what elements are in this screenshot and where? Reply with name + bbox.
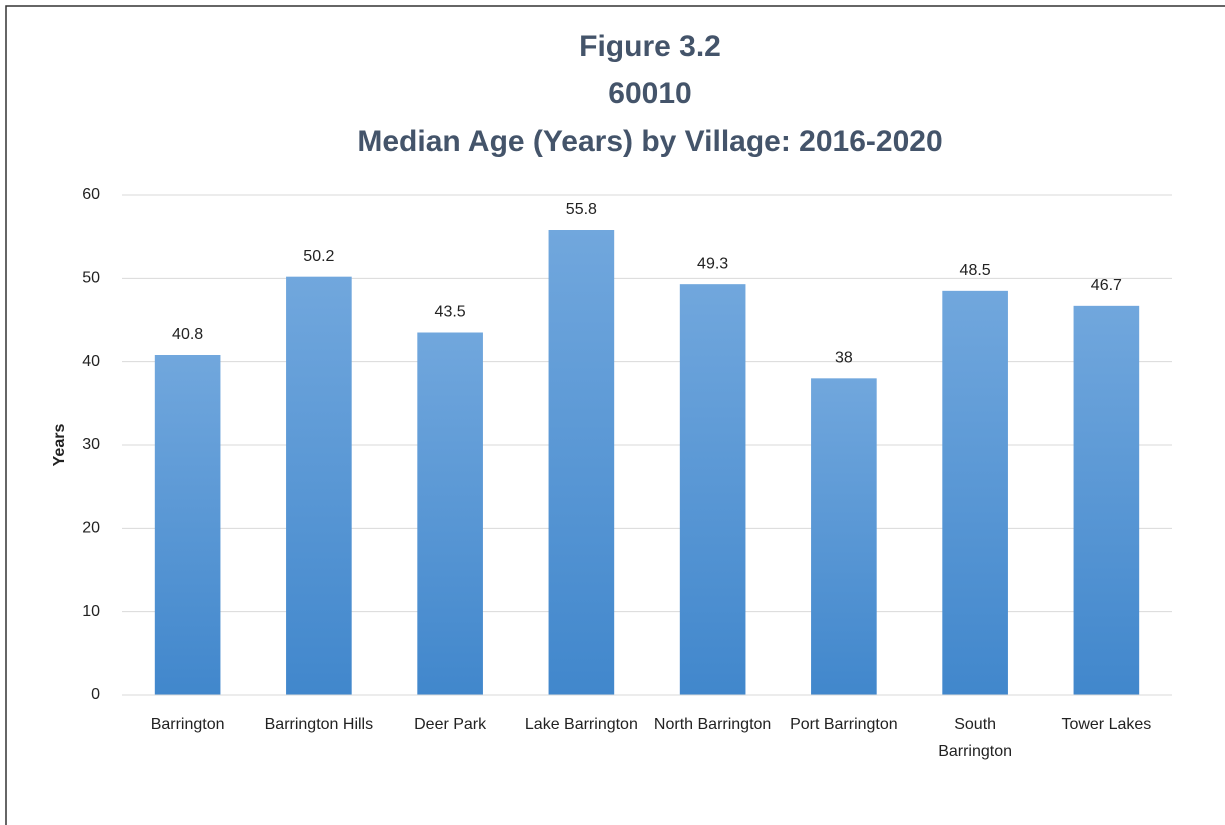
data-label: 48.5 (960, 262, 991, 279)
x-tick-label: Deer Park (414, 716, 487, 733)
x-tick-label: South Barrington (938, 716, 1013, 760)
y-tick-label: 60 (82, 186, 100, 203)
x-tick-label: Port Barrington (790, 716, 898, 733)
y-tick-label: 40 (82, 353, 100, 370)
y-tick-label: 10 (82, 603, 100, 620)
data-label: 43.5 (435, 304, 466, 321)
bar (286, 276, 352, 695)
frame (5, 5, 1225, 825)
bar (154, 355, 221, 695)
data-label: 40.8 (172, 326, 203, 343)
y-axis-label: Years (51, 424, 68, 467)
data-label: 55.8 (566, 201, 597, 218)
x-tick-label: Barrington (150, 716, 225, 733)
bar (942, 290, 1008, 695)
data-label: 38 (835, 350, 853, 367)
x-tick-label: Lake Barrington (524, 716, 638, 733)
data-label: 49.3 (697, 255, 728, 272)
chart-title: Figure 3.2 (579, 30, 721, 63)
y-tick-label: 50 (82, 270, 100, 287)
bar (679, 284, 746, 695)
x-tick-label: North Barrington (653, 716, 772, 733)
x-tick-label: Tower Lakes (1061, 716, 1152, 733)
y-tick-label: 20 (82, 520, 100, 537)
x-tick-label: Barrington Hills (264, 716, 374, 733)
chart-title: 60010 (608, 77, 691, 110)
data-label: 50.2 (303, 248, 334, 265)
y-tick-label: 30 (82, 436, 100, 453)
bar (548, 230, 615, 695)
data-label: 46.7 (1091, 277, 1122, 294)
y-tick-label: 0 (91, 686, 100, 703)
bar (1073, 305, 1140, 695)
chart-title: Median Age (Years) by Village: 2016-2020 (357, 125, 942, 158)
bar (417, 332, 483, 695)
bar (811, 378, 877, 695)
